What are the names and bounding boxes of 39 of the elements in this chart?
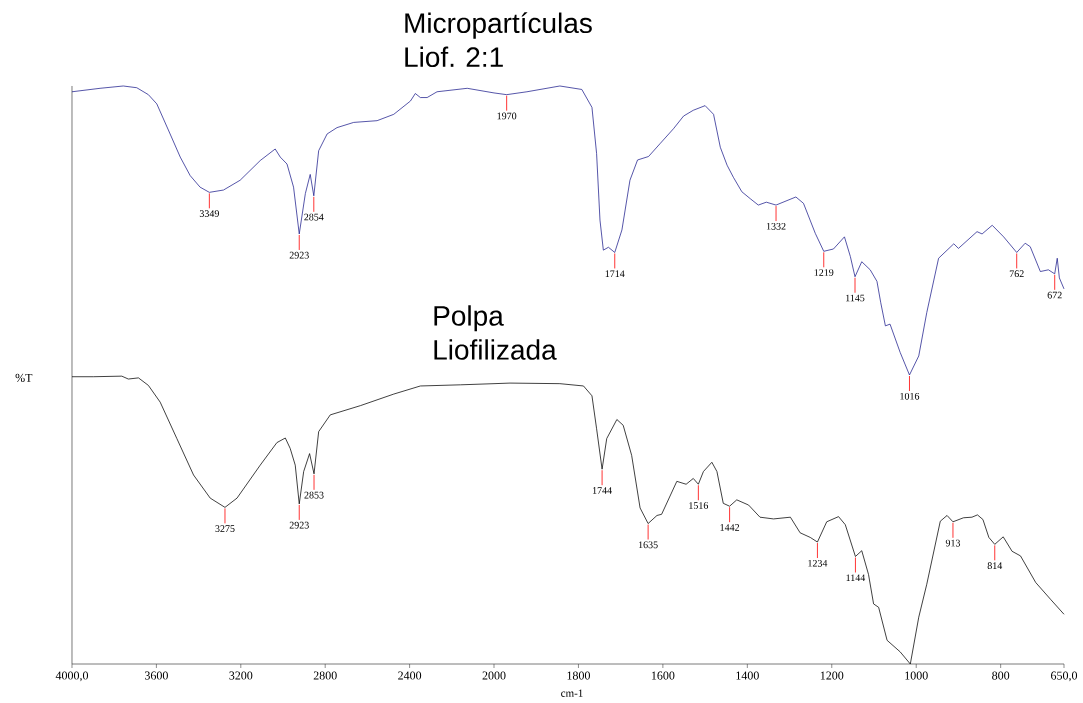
annotation: 1234 <box>808 559 828 567</box>
x-tick-label: 3200 <box>229 671 253 680</box>
annotation: 1144 <box>846 574 866 581</box>
x-tick-label: 2400 <box>398 671 422 680</box>
x-tick-label: 800 <box>992 671 1010 680</box>
annotation: 1714 <box>605 270 625 277</box>
y-axis-title: %T <box>15 373 33 382</box>
annotation: 1516 <box>689 502 709 509</box>
annotation: 762 <box>1009 270 1024 278</box>
annotation: 1442 <box>720 524 740 531</box>
annotation: 1016 <box>900 392 920 400</box>
annotation: 2853 <box>304 491 324 499</box>
annotation: 1970 <box>497 112 517 120</box>
x-tick-label: 1000 <box>905 671 928 680</box>
x-tick-label: 2800 <box>313 671 337 680</box>
annotation: 2923 <box>289 251 309 259</box>
x-tick-label: 650,0 <box>1051 671 1078 682</box>
annotation: 814 <box>987 562 1003 569</box>
annotation: 2854 <box>304 213 324 221</box>
annotation: 1332 <box>766 222 786 230</box>
annotation: 1635 <box>638 541 658 549</box>
annotation: 3349 <box>199 210 219 217</box>
annotation: 3275 <box>215 525 235 532</box>
annotation: 672 <box>1047 291 1062 299</box>
series-label: Polpa Liofilizada <box>434 305 557 360</box>
x-tick-label: 2000 <box>482 671 506 680</box>
series-label: Micropartículas Liof. 2:1 <box>405 12 592 68</box>
annotation: 1145 <box>846 294 865 302</box>
x-tick-label: 1400 <box>736 671 759 680</box>
annotation: 1219 <box>814 269 834 276</box>
x-tick-label: 4000,0 <box>55 671 89 682</box>
x-axis-title: cm-1 <box>561 689 583 697</box>
annotation: 2923 <box>289 521 309 529</box>
annotation: 913 <box>945 539 961 547</box>
x-tick-label: 1200 <box>820 671 844 680</box>
annotation: 1744 <box>592 487 612 494</box>
x-tick-label: 1600 <box>651 671 675 680</box>
x-tick-label: 3600 <box>144 671 168 680</box>
x-tick-label: 1800 <box>567 671 590 680</box>
